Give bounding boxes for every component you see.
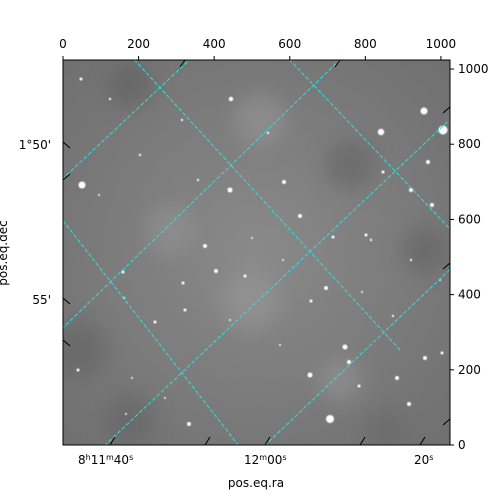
star <box>228 96 234 102</box>
star <box>324 286 328 290</box>
star <box>395 376 399 380</box>
pixel-x-tick-label: 400 <box>203 37 226 51</box>
star <box>79 77 83 81</box>
dec-tick-label-1: 1°50' <box>19 138 51 152</box>
star <box>430 203 434 207</box>
star <box>78 181 86 189</box>
grid-line <box>133 60 401 351</box>
star <box>180 118 184 122</box>
star <box>282 180 286 184</box>
star <box>125 413 127 415</box>
coordinate-grid <box>63 60 450 445</box>
star <box>364 233 368 237</box>
star <box>407 402 411 406</box>
world-tick-mark <box>442 262 451 270</box>
world-axis-ticks <box>62 59 451 446</box>
star <box>347 360 351 364</box>
pixel-y-tick-label: 600 <box>458 212 481 226</box>
star <box>243 274 247 278</box>
x-axis-label: pos.eq.ra <box>228 476 284 490</box>
star <box>331 235 335 239</box>
pixel-x-tick-label: 1000 <box>426 37 457 51</box>
star <box>251 237 253 239</box>
pixel-y-tick-label: 200 <box>458 363 481 377</box>
star <box>377 128 385 136</box>
star <box>357 384 361 388</box>
star <box>108 97 112 101</box>
ra-tick-mark <box>109 436 116 446</box>
dec-tick-mark <box>62 141 71 149</box>
pixel-x-tick-label: 600 <box>278 37 301 51</box>
star <box>279 344 281 346</box>
star <box>426 160 430 164</box>
pixel-x-tick-label: 200 <box>127 37 150 51</box>
star <box>307 372 313 378</box>
dec-tick-label-2: 55' <box>32 293 51 307</box>
star <box>181 281 185 285</box>
pixel-y-tick-label: 400 <box>458 288 481 302</box>
pixel-y-tick-label: 800 <box>458 137 481 151</box>
world-tick-mark <box>179 59 186 68</box>
ra-tick-label-2: 12m00s <box>244 453 287 467</box>
grid-line <box>104 118 450 445</box>
star <box>203 244 207 248</box>
dec-tick-mark <box>62 297 71 305</box>
world-tick-mark <box>334 59 341 68</box>
dec-tick-mark <box>62 339 71 347</box>
star <box>438 125 448 135</box>
dec-tick-mark <box>62 173 71 181</box>
star <box>423 356 427 360</box>
ra-tick-mark <box>419 436 426 446</box>
star <box>369 238 373 242</box>
pixel-y-tick-label: 0 <box>458 438 466 452</box>
world-tick-mark <box>442 418 451 426</box>
star <box>131 377 133 379</box>
pixel-x-tick-label: 800 <box>354 37 377 51</box>
star <box>298 214 302 218</box>
pixel-y-tick-label: 1000 <box>458 62 489 76</box>
ra-tick-mark <box>204 436 211 446</box>
ra-tick-mark <box>359 436 366 446</box>
star <box>282 259 284 261</box>
pixel-axis-ticks: 0 200 400 600 800 1000 0 200 400 600 800 1000 <box>59 37 488 452</box>
star <box>361 291 363 293</box>
grid-line <box>63 219 239 445</box>
star <box>164 397 166 399</box>
star <box>229 319 231 321</box>
star <box>183 308 187 312</box>
star <box>76 368 80 372</box>
pixel-x-tick-label: 0 <box>59 37 67 51</box>
star <box>187 422 191 426</box>
star <box>266 131 270 135</box>
star <box>409 258 413 262</box>
star <box>227 187 233 193</box>
star <box>98 194 100 196</box>
ra-tick-label-1: 8h11m40s <box>78 453 133 467</box>
ra-tick-label-3: 20s <box>414 453 433 467</box>
star <box>342 344 348 350</box>
sky-image <box>63 60 450 445</box>
star <box>153 320 157 324</box>
star <box>440 351 444 355</box>
star <box>391 314 395 318</box>
plot-frame <box>62 59 451 446</box>
star <box>420 107 428 115</box>
star <box>138 153 142 157</box>
world-tick-mark <box>442 106 451 114</box>
star <box>309 299 313 303</box>
star <box>214 269 218 273</box>
star <box>326 415 334 423</box>
grid-line <box>63 60 191 180</box>
star <box>196 178 200 182</box>
y-axis-label: pos.eq.dec <box>0 220 10 285</box>
grid-line <box>264 268 450 445</box>
grid-line <box>289 60 450 230</box>
star <box>121 270 125 274</box>
star <box>381 170 385 174</box>
ra-tick-mark <box>264 436 271 446</box>
star <box>409 188 413 192</box>
